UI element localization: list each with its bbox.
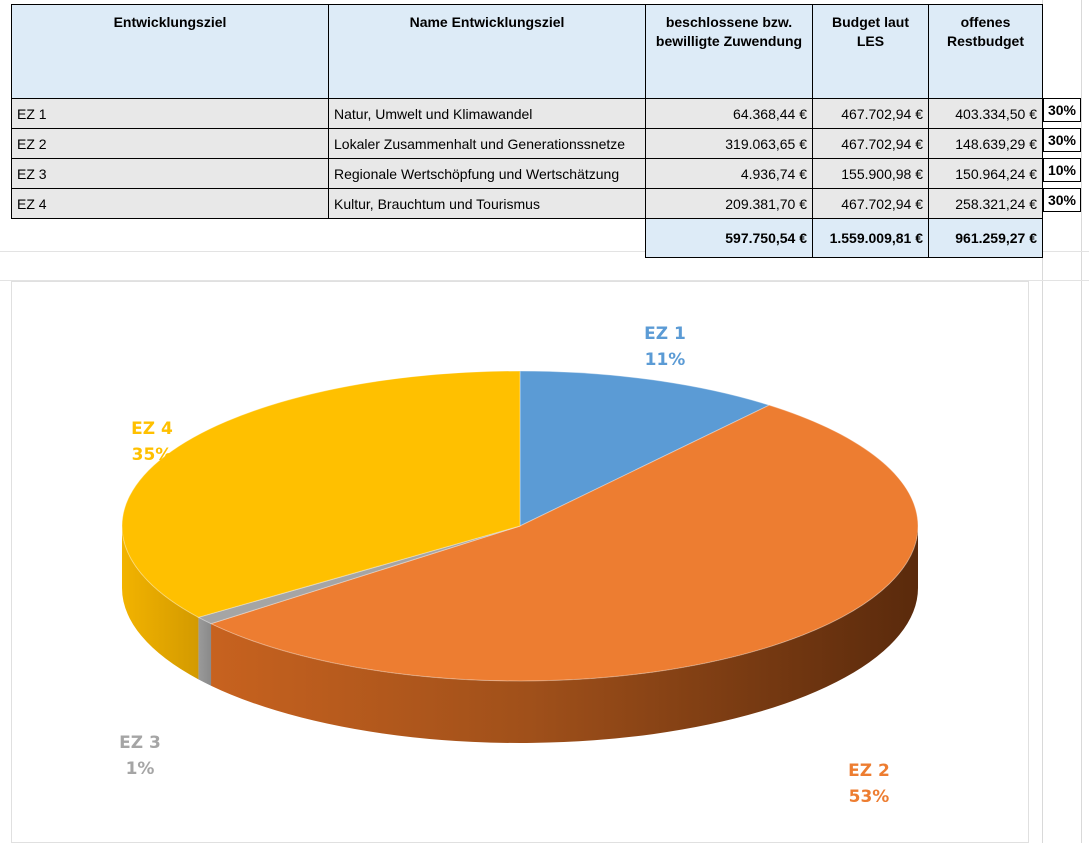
pie-slice-ez2[interactable] — [209, 404, 919, 682]
pie-side-ez4[interactable] — [122, 526, 199, 680]
header-zuwendung[interactable]: beschlossene bzw. bewilligte Zuwendung — [645, 4, 813, 99]
total-budget[interactable]: 1.559.009,81 € — [812, 218, 929, 258]
cell-name[interactable]: Lokaler Zusammenhalt und Generationssnet… — [328, 128, 646, 159]
table-row: EZ 4 Kultur, Brauchtum und Tourismus 209… — [11, 188, 1043, 219]
cell-zuwendung[interactable]: 209.381,70 € — [645, 188, 813, 219]
table-row: EZ 1 Natur, Umwelt und Klimawandel 64.36… — [11, 98, 1043, 129]
header-rest[interactable]: offenes Restbudget — [928, 4, 1043, 99]
cell-ez[interactable]: EZ 2 — [11, 128, 329, 159]
pct-cell-ez4[interactable]: 30% — [1043, 188, 1081, 212]
pct-cell-ez1[interactable]: 30% — [1043, 98, 1081, 122]
pie-side-ez3[interactable] — [198, 617, 212, 686]
header-ez[interactable]: Entwicklungsziel — [11, 4, 329, 99]
pie-slice-ez3[interactable] — [197, 525, 521, 625]
cell-ez[interactable]: EZ 1 — [11, 98, 329, 129]
pie-label-ez3[interactable]: EZ 3 — [119, 733, 161, 753]
cell-budget[interactable]: 467.702,94 € — [812, 128, 929, 159]
pie-slice-ez1[interactable] — [519, 370, 771, 527]
cell-ez[interactable]: EZ 3 — [11, 158, 329, 189]
cell-name[interactable]: Kultur, Brauchtum und Tourismus — [328, 188, 646, 219]
table-row: EZ 2 Lokaler Zusammenhalt und Generation… — [11, 128, 1043, 159]
table-row: EZ 3 Regionale Wertschöpfung und Wertsch… — [11, 158, 1043, 189]
cell-rest[interactable]: 148.639,29 € — [928, 128, 1043, 159]
cell-name[interactable]: Regionale Wertschöpfung und Wertschätzun… — [328, 158, 646, 189]
cell-ez[interactable]: EZ 4 — [11, 188, 329, 219]
cell-zuwendung[interactable]: 64.368,44 € — [645, 98, 813, 129]
pie-label-ez4[interactable]: EZ 4 — [131, 419, 173, 439]
pct-cell-ez3[interactable]: 10% — [1043, 158, 1081, 182]
total-zuwendung[interactable]: 597.750,54 € — [645, 218, 813, 258]
cell-zuwendung[interactable]: 4.936,74 € — [645, 158, 813, 189]
totals-row: 597.750,54 € 1.559.009,81 € 961.259,27 € — [12, 218, 1043, 258]
cell-rest[interactable]: 403.334,50 € — [928, 98, 1043, 129]
budget-table: Entwicklungsziel Name Entwicklungsziel b… — [11, 4, 1043, 258]
pie-slice-ez4[interactable] — [121, 370, 521, 618]
cell-rest[interactable]: 150.964,24 € — [928, 158, 1043, 189]
pie-percent-ez1[interactable]: 11% — [645, 350, 686, 370]
pie-side-ez2[interactable] — [211, 526, 919, 743]
header-budget[interactable]: Budget laut LES — [812, 4, 929, 99]
pie-chart-area[interactable]: EZ 1 11% EZ 2 53% EZ 3 1% EZ 4 35% — [11, 281, 1029, 843]
pie-percent-ez3[interactable]: 1% — [126, 759, 155, 779]
header-name[interactable]: Name Entwicklungsziel — [328, 4, 646, 99]
cell-name[interactable]: Natur, Umwelt und Klimawandel — [328, 98, 646, 129]
pie-percent-ez2[interactable]: 53% — [849, 787, 890, 807]
cell-rest[interactable]: 258.321,24 € — [928, 188, 1043, 219]
pie-label-ez2[interactable]: EZ 2 — [848, 761, 890, 781]
pie-chart[interactable]: EZ 1 11% EZ 2 53% EZ 3 1% EZ 4 35% — [12, 282, 1028, 842]
cell-budget[interactable]: 467.702,94 € — [812, 188, 929, 219]
pct-cell-ez2[interactable]: 30% — [1043, 128, 1081, 152]
cell-budget[interactable]: 155.900,98 € — [812, 158, 929, 189]
total-rest[interactable]: 961.259,27 € — [928, 218, 1043, 258]
cell-budget[interactable]: 467.702,94 € — [812, 98, 929, 129]
pie-percent-ez4[interactable]: 35% — [132, 445, 173, 465]
pie-label-ez1[interactable]: EZ 1 — [644, 324, 686, 344]
cell-zuwendung[interactable]: 319.063,65 € — [645, 128, 813, 159]
header-row: Entwicklungsziel Name Entwicklungsziel b… — [11, 4, 1043, 99]
